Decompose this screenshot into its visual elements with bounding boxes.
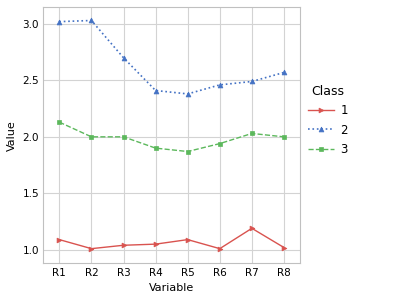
3 — [153, 146, 158, 150]
3 — [282, 135, 286, 139]
X-axis label: Variable: Variable — [149, 283, 194, 293]
1 — [121, 244, 126, 247]
1 — [57, 238, 62, 242]
Y-axis label: Value: Value — [7, 120, 17, 151]
3 — [185, 150, 190, 153]
3 — [250, 132, 254, 135]
Line: 2: 2 — [57, 18, 286, 96]
1 — [250, 226, 254, 230]
2 — [89, 19, 94, 22]
2 — [185, 92, 190, 96]
3 — [121, 135, 126, 139]
3 — [89, 135, 94, 139]
2 — [57, 20, 62, 23]
1 — [153, 242, 158, 246]
2 — [217, 83, 222, 87]
3 — [57, 120, 62, 124]
3 — [217, 142, 222, 146]
2 — [153, 89, 158, 92]
2 — [121, 56, 126, 60]
1 — [282, 246, 286, 249]
Legend: 1, 2, 3: 1, 2, 3 — [308, 85, 348, 156]
1 — [185, 238, 190, 242]
Line: 1: 1 — [57, 226, 286, 251]
Line: 3: 3 — [57, 120, 286, 154]
1 — [217, 247, 222, 250]
2 — [282, 71, 286, 74]
1 — [89, 247, 94, 250]
2 — [250, 80, 254, 83]
